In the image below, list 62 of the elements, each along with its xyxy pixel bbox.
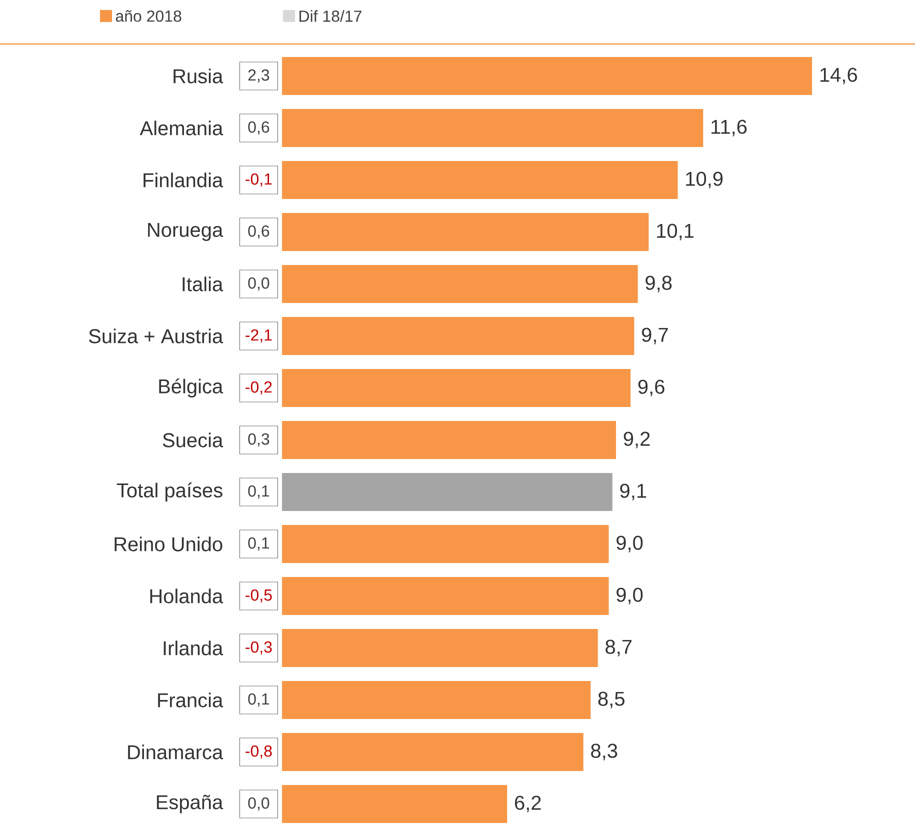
text: 0,1 (248, 693, 270, 707)
y-tick-label: Reino Unido (114, 536, 222, 552)
bar (282, 576, 609, 615)
data-label: 10,1 (657, 224, 694, 240)
text: -0,1 (246, 173, 272, 187)
bar (282, 212, 649, 251)
y-tick-label: Alemania (140, 120, 224, 136)
y-tick-label: Finlandia (144, 172, 224, 188)
data-label: 9,2 (624, 432, 650, 448)
y-tick-label: Italia (182, 276, 224, 292)
y-tick-label: Suecia (162, 432, 224, 448)
bar (282, 784, 508, 823)
y-tick-label: Suiza + Austria (88, 328, 224, 344)
text: 0,3 (248, 433, 270, 447)
bar (282, 316, 634, 355)
data-label: 8,3 (591, 744, 618, 760)
text: -0,2 (246, 381, 272, 395)
y-tick-label: España (156, 794, 224, 814)
bar (282, 472, 612, 511)
bar (282, 368, 631, 407)
bar (282, 108, 704, 147)
text: 0,0 (248, 277, 270, 291)
text: -0,8 (246, 745, 272, 759)
data-label: 10,9 (686, 172, 723, 188)
bar (282, 160, 678, 199)
text: 0,6 (248, 121, 270, 135)
text: 0,1 (248, 537, 270, 551)
data-label: 9,7 (642, 328, 668, 344)
data-label: 8,7 (606, 640, 632, 656)
data-label: 9,0 (616, 588, 643, 604)
bar (282, 56, 812, 95)
text: -0,5 (246, 589, 272, 603)
text: -2,1 (246, 329, 272, 343)
bar (282, 524, 609, 563)
bar (282, 680, 591, 719)
y-tick-label: Rusia (174, 68, 224, 84)
text: 2,3 (248, 69, 270, 83)
text: 0,1 (248, 485, 270, 499)
y-tick-label: Bélgica (159, 378, 224, 398)
data-label: 11,6 (712, 120, 747, 136)
y-tick-label: Noruega (148, 223, 224, 241)
text: 0,6 (248, 225, 270, 239)
data-label: 14,6 (820, 68, 857, 84)
bar (282, 420, 616, 459)
bar (282, 732, 584, 771)
y-tick-label: Holanda (150, 588, 224, 604)
data-label: 9,6 (638, 380, 664, 396)
y-tick-label: Francia (158, 692, 224, 708)
y-tick-label: Dinamarca (128, 744, 224, 760)
text: -0,3 (246, 641, 272, 655)
data-label: 8,5 (598, 692, 624, 708)
data-label: 9,8 (646, 276, 672, 292)
data-label: 9,0 (616, 536, 643, 552)
y-tick-label: Irlanda (164, 640, 224, 656)
bar (282, 628, 598, 667)
legend-label: Dif 18/17 (300, 10, 362, 22)
data-label: 9,1 (620, 484, 646, 500)
y-tick-label: Total países (116, 482, 222, 502)
legend-label: año 2018 (116, 10, 182, 22)
text: 0,0 (248, 797, 270, 811)
bar (282, 264, 638, 303)
data-label: 6,2 (514, 796, 541, 812)
